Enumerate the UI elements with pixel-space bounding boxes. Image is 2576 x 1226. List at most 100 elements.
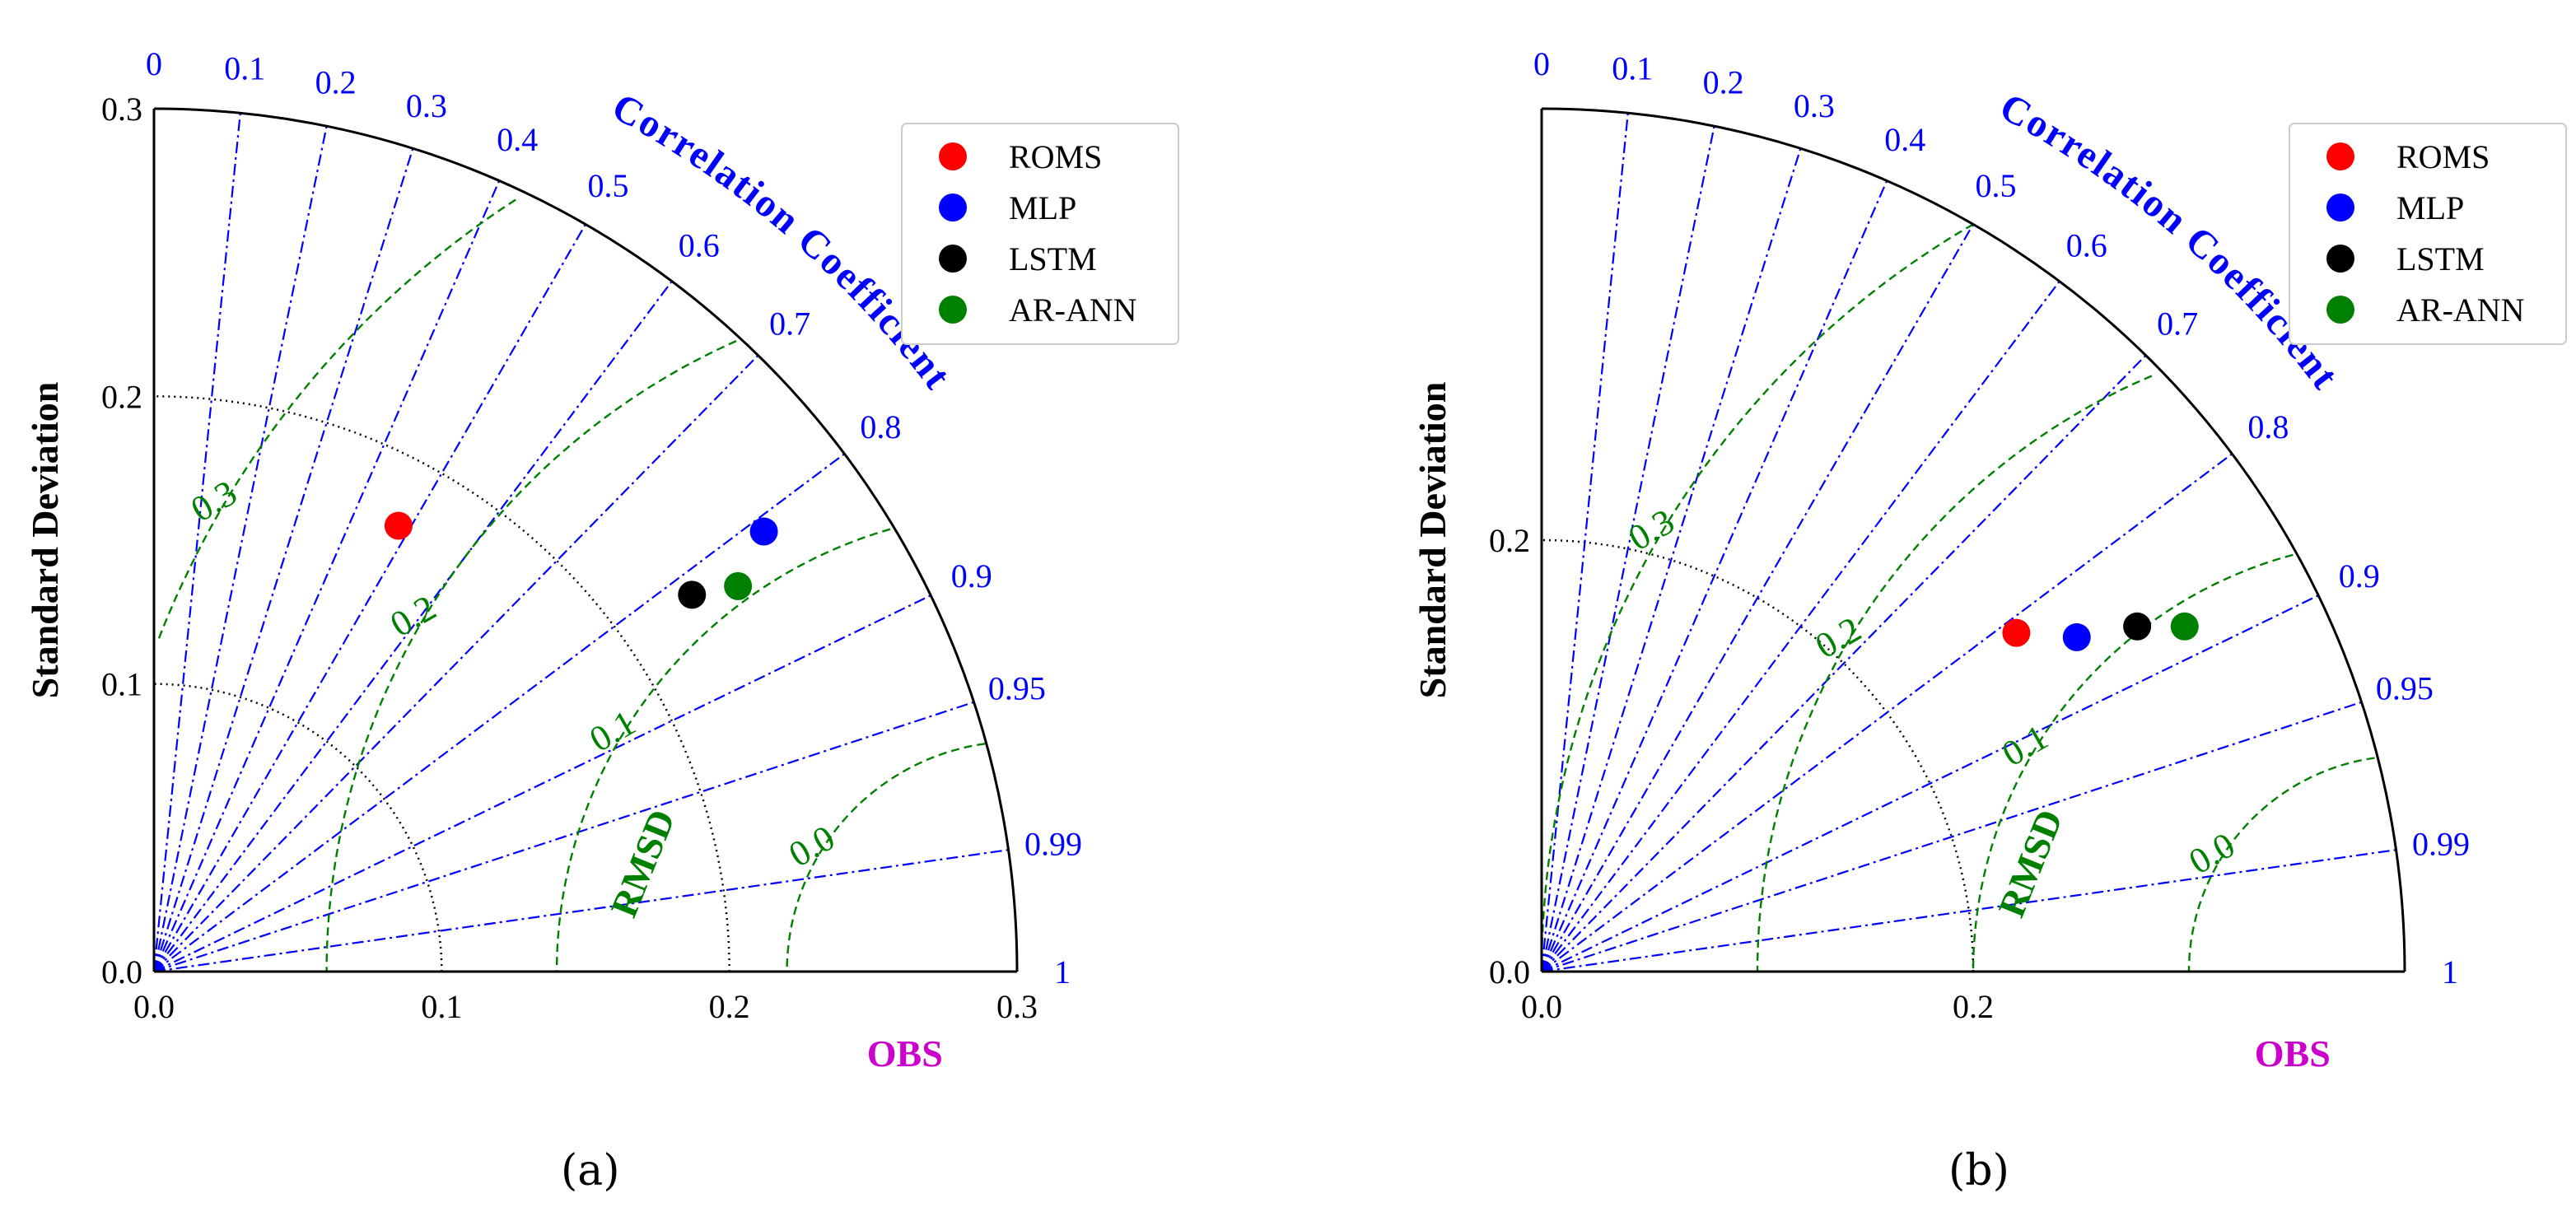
taylor-diagram-b: 0.00.10.20.30.00.00.20.20 0.1 0.20.30.40.5… bbox=[1412, 45, 2567, 1074]
y-tick-label: 0.1 bbox=[101, 666, 142, 703]
rmsd-contour bbox=[156, 198, 516, 642]
correlation-line bbox=[1540, 147, 1802, 972]
rmsd-contour-label: 0.2 bbox=[1808, 608, 1868, 666]
point-mlp bbox=[749, 517, 778, 546]
obs-label: OBS bbox=[2255, 1033, 2331, 1074]
rmsd-contour-label: 0.0 bbox=[782, 818, 842, 875]
x-tick-label: 0.0 bbox=[133, 988, 175, 1025]
correlation-tick-label: 0 bbox=[1533, 45, 1550, 82]
legend-marker-lstm bbox=[2326, 245, 2354, 273]
std-arc bbox=[153, 683, 443, 972]
correlation-line bbox=[153, 223, 586, 972]
rmsd-contour bbox=[555, 528, 891, 972]
point-lstm bbox=[2123, 612, 2152, 641]
point-roms bbox=[2002, 618, 2031, 647]
correlation-tick-label: 0.2 bbox=[1703, 63, 1744, 100]
correlation-line bbox=[153, 849, 1009, 973]
legend-marker-roms bbox=[939, 142, 967, 170]
legend-marker-roms bbox=[2326, 142, 2354, 170]
correlation-tick-label: 0.5 bbox=[588, 167, 629, 204]
correlation-tick-label: 0.6 bbox=[2066, 227, 2107, 264]
taylor-diagram-a: 0.00.10.20.30.00.00.10.10.20.20.30.30 0.1… bbox=[24, 45, 1179, 1074]
x-tick-label: 0.2 bbox=[709, 988, 750, 1025]
y-tick-label: 0.3 bbox=[101, 91, 142, 128]
correlation-tick-label: 0.2 bbox=[315, 63, 357, 100]
correlation-tick-label: 0 bbox=[146, 45, 162, 82]
correlation-line bbox=[153, 453, 846, 972]
correlation-tick-label: 0.8 bbox=[2247, 408, 2289, 445]
correlation-line bbox=[152, 125, 328, 972]
legend-marker-mlp bbox=[939, 193, 967, 221]
point-ar-ann bbox=[724, 571, 753, 600]
rmsd-contour bbox=[1540, 223, 1974, 972]
correlation-line bbox=[1541, 849, 2396, 973]
correlation-tick-label: 1 bbox=[1054, 953, 1071, 991]
y-tick-label: 0.0 bbox=[1489, 953, 1530, 991]
correlation-tick-label: 0.9 bbox=[2339, 557, 2380, 594]
correlation-tick-label: 0.1 bbox=[1612, 50, 1653, 87]
std-arc bbox=[1541, 538, 1975, 972]
rmsd-contour bbox=[1756, 375, 2153, 972]
correlation-line bbox=[1540, 125, 1715, 972]
rmsd-contour-label: 0.3 bbox=[184, 473, 244, 530]
legend-label-mlp: MLP bbox=[1009, 189, 1076, 226]
correlation-tick-label: 0.95 bbox=[2376, 670, 2434, 707]
correlation-line bbox=[153, 701, 974, 973]
x-tick-label: 0.2 bbox=[1953, 988, 1994, 1025]
correlation-tick-label: 1 bbox=[2442, 953, 2458, 991]
correlation-line bbox=[153, 280, 673, 972]
correlation-line bbox=[152, 113, 241, 972]
correlation-tick-label: 0.8 bbox=[860, 408, 901, 445]
correlation-line bbox=[1541, 280, 2060, 972]
correlation-line bbox=[152, 180, 501, 972]
correlation-tick-label: 0.5 bbox=[1976, 167, 2017, 204]
correlation-tick-label: 0.7 bbox=[769, 305, 810, 342]
rmsd-contour bbox=[786, 743, 986, 972]
correlation-line bbox=[1541, 594, 2319, 972]
y-tick-label: 0.0 bbox=[101, 953, 142, 991]
std-arc bbox=[153, 395, 730, 972]
correlation-line bbox=[1541, 701, 2362, 973]
rmsd-contour-label: 0.2 bbox=[384, 587, 443, 645]
correlation-tick-label: 0.7 bbox=[2157, 305, 2198, 342]
correlation-tick-label: 0.9 bbox=[951, 557, 992, 594]
correlation-tick-label: 0.4 bbox=[497, 121, 538, 158]
correlation-tick-label: 0.95 bbox=[988, 670, 1046, 707]
legend-label-lstm: LSTM bbox=[1009, 240, 1097, 277]
correlation-tick-label: 0.3 bbox=[1794, 87, 1835, 124]
legend-label-lstm: LSTM bbox=[2396, 240, 2485, 277]
legend-label-ar-ann: AR-ANN bbox=[2396, 291, 2525, 329]
correlation-tick-label: 0.3 bbox=[406, 87, 447, 124]
rmsd-contour bbox=[1972, 553, 2294, 972]
correlation-line bbox=[1541, 453, 2233, 972]
panel-caption-b: (b) bbox=[1948, 1146, 2009, 1196]
legend-marker-mlp bbox=[2326, 193, 2354, 221]
correlation-line bbox=[1540, 180, 1888, 972]
rmsd-axis-title: RMSD bbox=[602, 804, 683, 923]
rmsd-contour-label: 0.1 bbox=[1995, 716, 2055, 774]
y-tick-label: 0.2 bbox=[101, 378, 142, 415]
legend-label-roms: ROMS bbox=[2396, 138, 2490, 175]
correlation-tick-label: 0.99 bbox=[1024, 825, 1082, 862]
y-axis-title: Standard Deviation bbox=[24, 382, 66, 699]
legend-marker-ar-ann bbox=[939, 296, 967, 324]
legend-label-mlp: MLP bbox=[2396, 189, 2464, 226]
point-ar-ann bbox=[2170, 612, 2199, 641]
rmsd-contour bbox=[2187, 757, 2375, 972]
point-roms bbox=[384, 511, 413, 540]
correlation-line bbox=[153, 594, 931, 972]
panel-caption-a: (a) bbox=[561, 1146, 620, 1196]
correlation-tick-label: 0.6 bbox=[679, 227, 720, 264]
outer-arc bbox=[153, 107, 1019, 972]
legend-marker-lstm bbox=[939, 245, 967, 273]
outer-arc bbox=[1541, 107, 2406, 972]
correlation-tick-label: 0.4 bbox=[1884, 121, 1925, 158]
rmsd-contour bbox=[325, 340, 737, 972]
point-lstm bbox=[678, 580, 707, 609]
correlation-line bbox=[152, 147, 414, 972]
correlation-tick-label: 0.99 bbox=[2412, 825, 2470, 862]
legend-label-roms: ROMS bbox=[1009, 138, 1102, 175]
y-axis-title: Standard Deviation bbox=[1412, 382, 1454, 699]
point-mlp bbox=[2062, 622, 2091, 651]
correlation-line bbox=[1541, 223, 1974, 972]
